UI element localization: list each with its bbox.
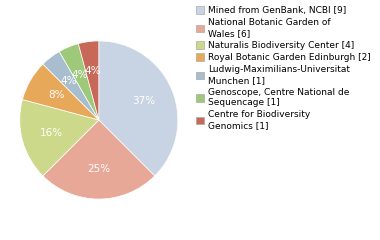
Legend: Mined from GenBank, NCBI [9], National Botanic Garden of
Wales [6], Naturalis Bi: Mined from GenBank, NCBI [9], National B… (195, 5, 373, 132)
Text: 8%: 8% (48, 90, 65, 101)
Text: 16%: 16% (40, 128, 63, 138)
Wedge shape (43, 52, 99, 120)
Wedge shape (78, 41, 99, 120)
Text: 4%: 4% (61, 76, 77, 86)
Text: 37%: 37% (133, 96, 156, 106)
Wedge shape (43, 120, 155, 199)
Wedge shape (59, 44, 99, 120)
Wedge shape (99, 41, 178, 176)
Wedge shape (20, 100, 99, 176)
Wedge shape (22, 64, 99, 120)
Text: 25%: 25% (87, 164, 110, 174)
Text: 4%: 4% (72, 70, 88, 80)
Text: 4%: 4% (84, 66, 101, 76)
